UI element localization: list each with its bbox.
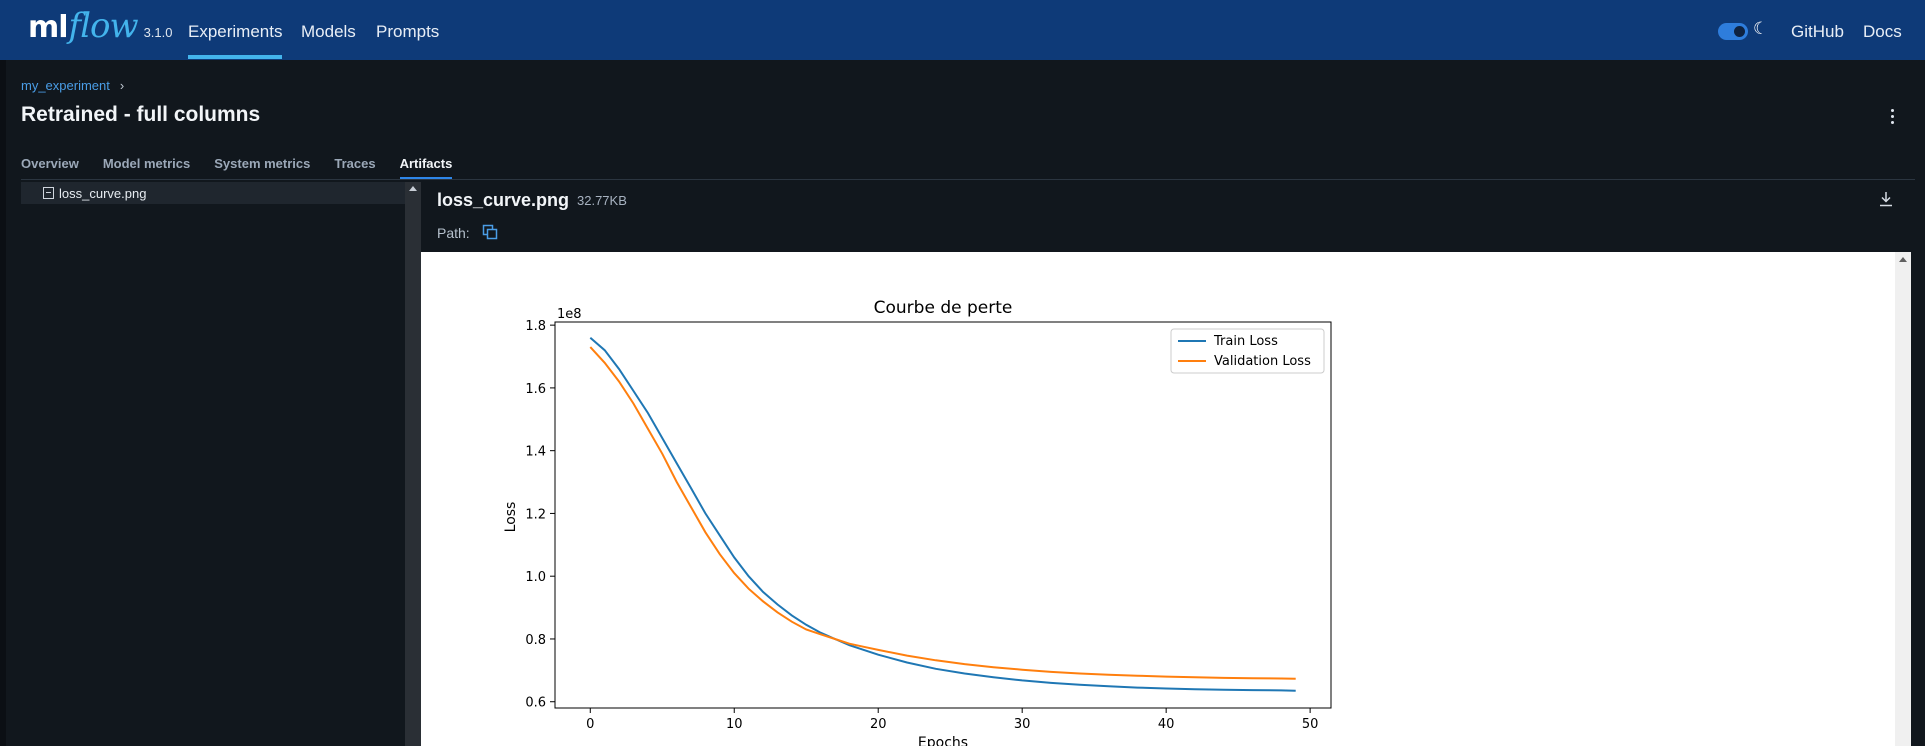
- github-link[interactable]: GitHub: [1791, 22, 1844, 41]
- nav-experiments[interactable]: Experiments: [188, 22, 283, 59]
- y-tick-label: 0.6: [525, 696, 546, 711]
- docs-link[interactable]: Docs: [1863, 22, 1902, 41]
- mlflow-logo[interactable]: ml flow 3.1.0: [28, 6, 173, 50]
- artifact-tree-item[interactable]: loss_curve.png: [21, 182, 405, 204]
- y-tick-label: 1.0: [525, 570, 546, 585]
- tab-artifacts[interactable]: Artifacts: [399, 156, 452, 180]
- image-file-icon: [43, 187, 54, 199]
- artifact-tree: loss_curve.png: [21, 182, 405, 746]
- legend-label: Train Loss: [1213, 334, 1278, 349]
- legend-box: [1170, 328, 1325, 374]
- run-tabs: Overview Model metrics System metrics Tr…: [21, 156, 476, 180]
- dark-mode-toggle[interactable]: [1718, 23, 1748, 40]
- x-tick-label: 40: [1158, 717, 1175, 732]
- artifact-tree-item-label: loss_curve.png: [59, 185, 147, 201]
- x-axis-label: Epochs: [918, 735, 968, 746]
- chart-title: Courbe de perte: [874, 298, 1013, 318]
- plot-frame: [554, 321, 1332, 709]
- download-icon[interactable]: [1878, 190, 1894, 208]
- tab-model-metrics[interactable]: Model metrics: [102, 156, 191, 171]
- legend-label: Validation Loss: [1214, 354, 1311, 369]
- breadcrumb-experiment-link[interactable]: my_experiment: [21, 78, 110, 93]
- scroll-up-arrow-icon[interactable]: [409, 186, 417, 191]
- y-tick-label: 1.6: [525, 382, 546, 397]
- artifact-tree-scrollbar[interactable]: [405, 182, 421, 746]
- artifact-file-size: 32.77KB: [577, 193, 627, 208]
- left-edge-strip: [0, 60, 6, 746]
- y-tick-label: 1.2: [525, 507, 546, 522]
- preview-scrollbar[interactable]: [1895, 252, 1911, 746]
- loss-curve-chart: Courbe de perte 1e8 Loss Epochs 0 10 20 30 4…: [503, 298, 1332, 746]
- chart-legend: Train Loss Validation Loss: [1170, 328, 1325, 374]
- tabs-divider: [21, 179, 1915, 180]
- x-tick-label: 10: [726, 717, 743, 732]
- logo-ml-text: ml: [28, 10, 69, 45]
- x-tick-label: 50: [1302, 717, 1319, 732]
- artifact-path-label: Path:: [437, 225, 470, 241]
- tab-overview[interactable]: Overview: [21, 156, 79, 171]
- tab-system-metrics[interactable]: System metrics: [214, 156, 311, 171]
- y-tick-label: 0.8: [525, 633, 546, 648]
- tab-traces[interactable]: Traces: [334, 156, 376, 171]
- moon-icon: ☾: [1753, 19, 1769, 38]
- series-line-validation-loss: [589, 346, 1296, 680]
- nav-models[interactable]: Models: [301, 22, 356, 41]
- x-tick-label: 0: [586, 717, 594, 732]
- copy-icon[interactable]: [482, 224, 498, 240]
- page-title: Retrained - full columns: [21, 103, 261, 126]
- breadcrumb: my_experiment ›: [21, 78, 124, 93]
- y-tick-label: 1.8: [525, 319, 546, 334]
- more-options-icon[interactable]: [1884, 106, 1900, 126]
- preview-scroll-up-arrow-icon[interactable]: [1899, 257, 1907, 262]
- y-axis-label: Loss: [503, 502, 519, 533]
- y-tick-label: 1.4: [525, 445, 546, 460]
- breadcrumb-separator: ›: [119, 78, 125, 93]
- top-nav-bar: ml flow 3.1.0 Experiments Models Prompts…: [0, 0, 1925, 60]
- artifact-file-name: loss_curve.png: [437, 190, 570, 210]
- logo-flow-text: flow: [68, 6, 139, 46]
- artifact-image-preview: Courbe de perte 1e8 Loss Epochs 0 10 20 30 4…: [421, 252, 1895, 746]
- x-tick-label: 30: [1014, 717, 1031, 732]
- x-tick-label: 20: [870, 717, 887, 732]
- nav-prompts[interactable]: Prompts: [376, 22, 440, 41]
- y-axis-scale-label: 1e8: [557, 307, 582, 322]
- version-label: 3.1.0: [143, 25, 173, 40]
